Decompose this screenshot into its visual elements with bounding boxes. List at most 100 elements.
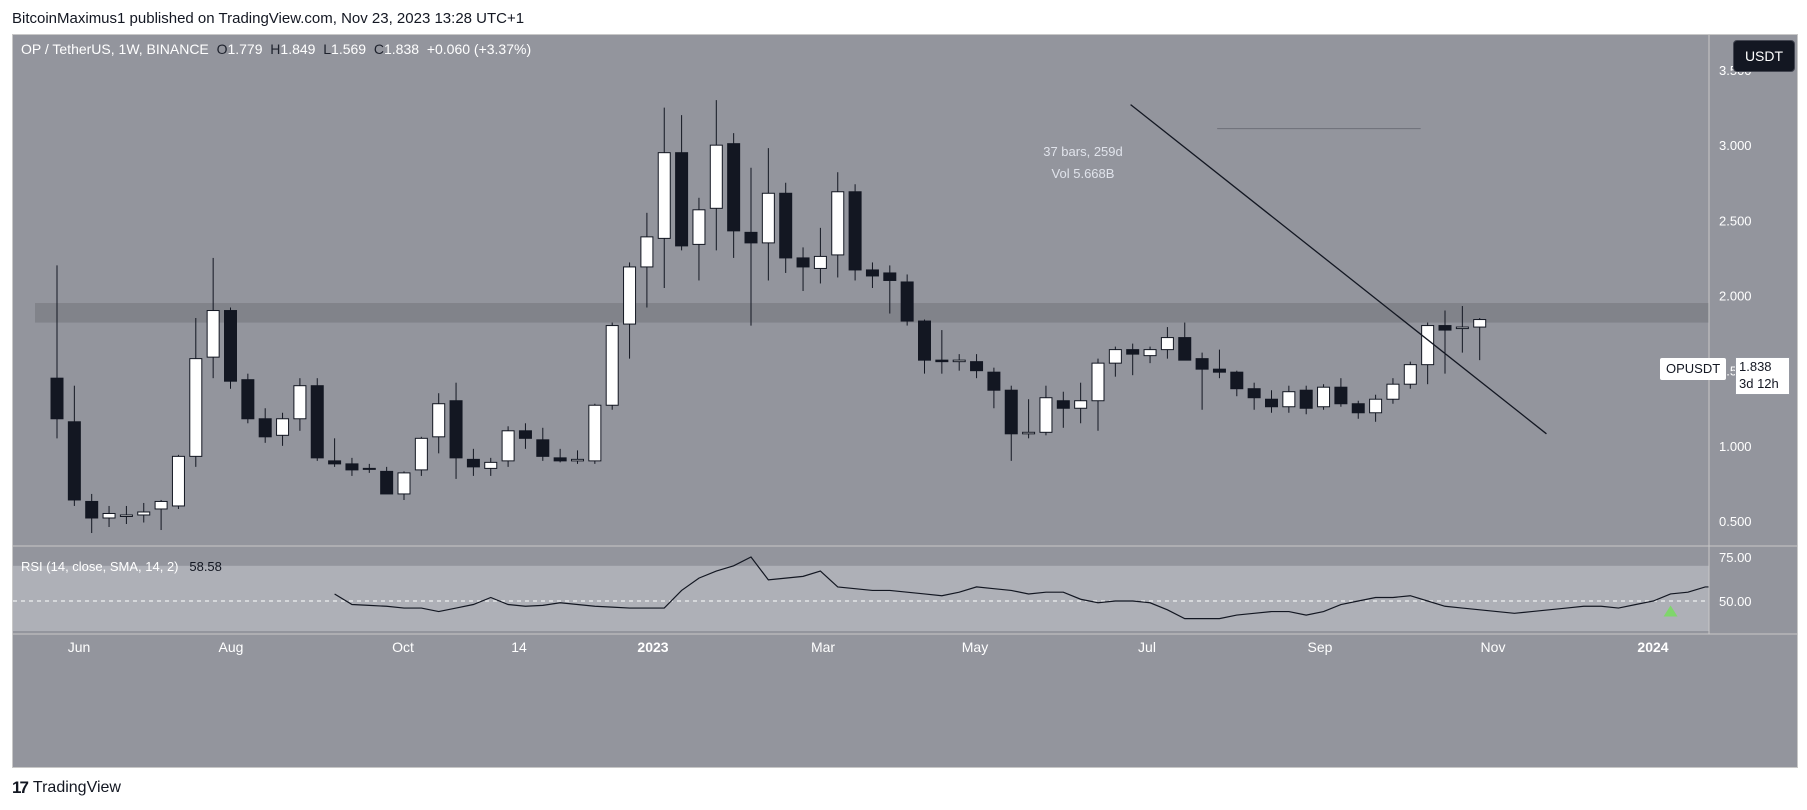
candle-down — [449, 400, 463, 459]
time-tick-label: 2023 — [637, 639, 668, 655]
candle-down — [553, 457, 567, 462]
candle-up — [397, 472, 411, 495]
candle — [1074, 382, 1088, 424]
candle-up — [414, 437, 428, 471]
candle-down — [67, 421, 81, 501]
candle — [796, 247, 810, 291]
candle — [813, 227, 827, 284]
measure-bars-label: 37 bars, 259d — [1043, 144, 1123, 159]
candle-up — [709, 144, 723, 209]
candle — [536, 427, 550, 461]
candle — [362, 463, 376, 473]
candle-up — [1317, 386, 1331, 408]
candle-up — [1473, 319, 1487, 328]
candle-up — [1022, 431, 1036, 435]
candle — [258, 408, 272, 443]
candle-down — [744, 231, 758, 244]
candle-down — [900, 281, 914, 322]
legend-symbol[interactable]: OP / TetherUS, 1W, BINANCE — [21, 41, 209, 57]
resistance-band — [35, 303, 1709, 323]
candle-up — [1091, 362, 1105, 402]
time-tick-label: Sep — [1308, 639, 1333, 655]
candle — [761, 148, 775, 281]
candle — [276, 412, 290, 446]
candle-down — [466, 458, 480, 468]
rsi-legend: RSI (14, close, SMA, 14, 2) 58.58 — [21, 559, 222, 574]
candle — [831, 172, 845, 278]
candle — [1351, 400, 1365, 419]
candle — [171, 454, 185, 509]
time-tick-label: May — [962, 639, 988, 655]
candle — [918, 319, 931, 374]
triangle-up-icon — [1663, 605, 1678, 617]
time-tick-label: 2024 — [1637, 639, 1668, 655]
legend-open-value: 1.779 — [227, 41, 263, 57]
candle-down — [1438, 325, 1452, 331]
candle — [1282, 385, 1296, 413]
candle — [848, 184, 862, 281]
time-tick-label: 14 — [511, 639, 527, 655]
candle — [935, 330, 949, 374]
time-tick-label: Jul — [1138, 639, 1156, 655]
candle-down — [345, 463, 359, 471]
legend-low-value: 1.569 — [331, 41, 367, 57]
candle-down — [1004, 389, 1018, 435]
candle-up — [171, 455, 185, 507]
candle — [900, 274, 914, 326]
candle — [883, 265, 897, 314]
candle-down — [1351, 403, 1365, 414]
candle-up — [1108, 349, 1122, 364]
bar-countdown: 3d 12h — [1739, 376, 1779, 391]
candle-down — [727, 143, 741, 232]
candle — [50, 265, 64, 439]
rsi-pane[interactable] — [13, 546, 1740, 634]
candle — [1143, 346, 1157, 364]
candle-up — [657, 152, 671, 239]
rsi-band — [13, 565, 1709, 631]
time-tick-label: Nov — [1481, 639, 1506, 655]
candle-down — [258, 418, 272, 438]
candle — [1160, 327, 1174, 359]
candle — [501, 426, 515, 467]
candle-down — [328, 460, 342, 465]
candle-down — [310, 385, 324, 459]
candle-down — [779, 192, 793, 259]
candle — [1317, 384, 1331, 410]
candle — [1108, 346, 1122, 377]
price-tick-label: 0.500 — [1719, 514, 1752, 529]
currency-button[interactable]: USDT — [1733, 40, 1795, 72]
tradingview-logo-text: TradingView — [32, 779, 121, 796]
candle — [1334, 378, 1348, 407]
trendline — [1130, 104, 1547, 435]
candle — [1039, 385, 1053, 436]
candle-up — [1369, 398, 1383, 414]
candle — [310, 378, 324, 461]
candle — [952, 354, 966, 371]
candle — [380, 466, 394, 495]
candle-up — [813, 255, 827, 269]
candle-down — [380, 470, 394, 495]
candle — [588, 403, 602, 464]
candle-down — [883, 272, 897, 281]
tradingview-logo[interactable]: 17 TradingView — [12, 778, 121, 798]
candle-up — [952, 359, 966, 363]
candle — [224, 307, 237, 389]
legend-high-label: H — [270, 41, 281, 57]
candle-up — [1421, 325, 1435, 366]
candle — [1056, 391, 1070, 428]
price-pane[interactable]: 37 bars, 259d Vol 5.668B — [35, 100, 1709, 534]
candle-down — [1056, 400, 1070, 409]
candle — [1022, 399, 1036, 439]
candle-down — [50, 377, 64, 420]
rsi-label[interactable]: RSI (14, close, SMA, 14, 2) — [21, 559, 179, 574]
candle — [1473, 318, 1487, 361]
rsi-tick-label: 50.00 — [1719, 594, 1752, 609]
candle-up — [501, 430, 515, 462]
candle — [484, 457, 498, 476]
candle-up — [623, 266, 637, 325]
candle-up — [692, 209, 706, 245]
tradingview-logo-icon: 17 — [12, 778, 29, 797]
candle-up — [1143, 349, 1157, 357]
